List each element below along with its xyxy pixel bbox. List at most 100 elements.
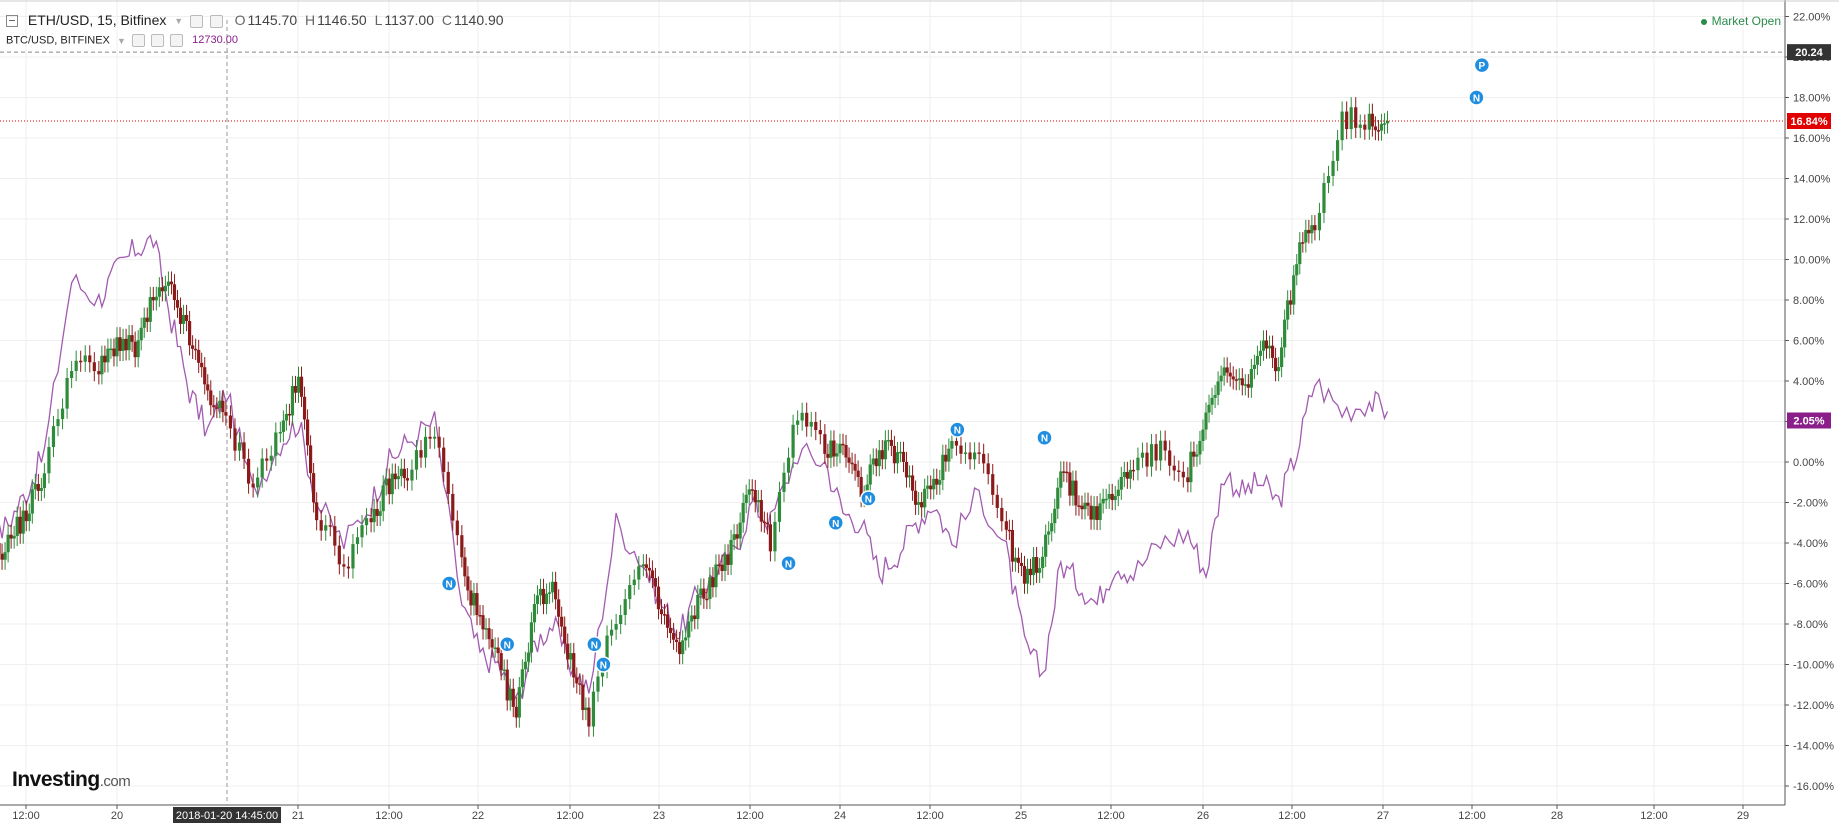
candle-body[interactable] [1195, 454, 1199, 457]
candle-body[interactable] [823, 434, 827, 454]
candle-body[interactable] [260, 458, 264, 478]
candle-body[interactable] [901, 451, 906, 462]
candle-body[interactable] [355, 537, 360, 545]
candle-body[interactable] [587, 707, 591, 727]
candle-body[interactable] [632, 579, 636, 586]
candle-body[interactable] [100, 355, 104, 375]
candle-body[interactable] [1252, 364, 1256, 370]
candle-body[interactable] [1007, 529, 1011, 532]
candle-body[interactable] [551, 581, 555, 593]
candle-body[interactable] [6, 534, 10, 553]
candle-body[interactable] [224, 412, 228, 416]
candle-body[interactable] [139, 327, 143, 341]
candle-body[interactable] [714, 564, 718, 588]
candle-body[interactable] [644, 564, 648, 568]
candle-body[interactable] [428, 436, 432, 439]
candle-body[interactable] [1065, 471, 1069, 474]
candle-body[interactable] [756, 500, 760, 503]
candle-body[interactable] [312, 473, 316, 503]
candle-body[interactable] [127, 335, 131, 351]
candle-body[interactable] [947, 448, 951, 462]
candle-body[interactable] [15, 516, 19, 536]
candle-body[interactable] [24, 510, 28, 522]
candle-body[interactable] [753, 490, 757, 503]
candle-body[interactable] [1028, 568, 1033, 576]
candle-body[interactable] [51, 426, 56, 448]
candle-body[interactable] [372, 508, 376, 523]
candle-body[interactable] [1264, 340, 1269, 349]
candle-body[interactable] [1035, 557, 1039, 573]
candle-body[interactable] [1095, 506, 1099, 520]
candle-body[interactable] [484, 628, 488, 630]
candle-body[interactable] [0, 553, 4, 560]
candle-body[interactable] [1349, 107, 1353, 130]
candle-body[interactable] [637, 566, 641, 580]
candle-body[interactable] [818, 430, 822, 435]
candle-body[interactable] [346, 566, 351, 569]
candle-body[interactable] [538, 588, 543, 596]
candle-body[interactable] [169, 281, 174, 285]
candle-body[interactable] [517, 687, 521, 718]
candle-body[interactable] [1077, 505, 1081, 507]
candle-body[interactable] [70, 371, 74, 378]
candle-body[interactable] [1273, 357, 1278, 372]
candle-body[interactable] [274, 432, 278, 456]
symbol-title[interactable]: ETH/USD, 15, Bitfinex [27, 12, 167, 28]
candle-body[interactable] [281, 420, 285, 432]
settings-icon[interactable] [209, 14, 223, 28]
candle-body[interactable] [1304, 229, 1308, 243]
candle-body[interactable] [433, 436, 437, 439]
candle-body[interactable] [396, 476, 400, 480]
candle-body[interactable] [1280, 347, 1284, 368]
candle-body[interactable] [865, 484, 869, 496]
candle-body[interactable] [932, 478, 936, 490]
candle-body[interactable] [194, 348, 198, 351]
candle-body[interactable] [505, 669, 509, 701]
candle-body[interactable] [889, 439, 893, 446]
candle-body[interactable] [381, 485, 385, 512]
candle-body[interactable] [1358, 124, 1362, 128]
candle-body[interactable] [762, 521, 766, 524]
candle-body[interactable] [463, 557, 467, 577]
candle-body[interactable] [490, 639, 494, 648]
candle-body[interactable] [923, 488, 927, 508]
candle-body[interactable] [717, 564, 721, 567]
candle-body[interactable] [1198, 441, 1202, 455]
candle-body[interactable] [121, 338, 125, 351]
candle-body[interactable] [800, 412, 804, 421]
candle-body[interactable] [871, 458, 875, 465]
candle-body[interactable] [868, 464, 872, 485]
candle-body[interactable] [79, 360, 83, 363]
candle-body[interactable] [1292, 275, 1296, 305]
candle-body[interactable] [1149, 444, 1154, 467]
candle-body[interactable] [233, 428, 237, 451]
candle-body[interactable] [103, 355, 107, 363]
candle-body[interactable] [1177, 470, 1181, 473]
candle-body[interactable] [641, 564, 645, 567]
candle-body[interactable] [36, 484, 40, 491]
candle-body[interactable] [596, 676, 600, 692]
candle-body[interactable] [1277, 367, 1281, 372]
candle-body[interactable] [228, 415, 233, 429]
candle-body[interactable] [699, 588, 703, 595]
candle-body[interactable] [1246, 384, 1250, 388]
candle-body[interactable] [1283, 319, 1287, 348]
candle-body[interactable] [65, 377, 69, 409]
candle-body[interactable] [342, 564, 346, 567]
candle-body[interactable] [768, 524, 772, 552]
candle-body[interactable] [375, 508, 379, 516]
candle-body[interactable] [203, 367, 207, 385]
candle-body[interactable] [1140, 452, 1145, 458]
news-marker-icon[interactable] [586, 636, 603, 653]
candle-body[interactable] [284, 413, 288, 421]
candle-body[interactable] [877, 450, 881, 467]
candle-body[interactable] [1322, 182, 1326, 213]
candle-body[interactable] [299, 376, 304, 397]
candle-body[interactable] [705, 598, 709, 601]
candle-body[interactable] [941, 454, 945, 481]
candle-body[interactable] [1016, 557, 1021, 563]
candle-body[interactable] [1231, 376, 1235, 380]
candle-body[interactable] [1154, 444, 1158, 461]
candle-body[interactable] [166, 281, 171, 286]
candle-body[interactable] [56, 419, 60, 427]
